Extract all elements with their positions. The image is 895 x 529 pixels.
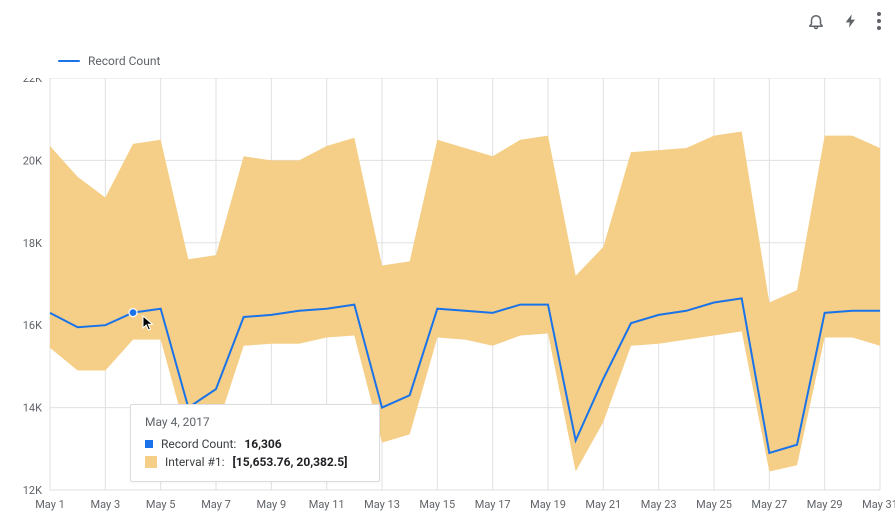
interval-marker-icon — [145, 456, 157, 468]
tooltip-date: May 4, 2017 — [145, 415, 365, 429]
record-count-marker-icon — [145, 440, 153, 448]
legend-label: Record Count — [88, 54, 160, 68]
svg-text:18K: 18K — [23, 237, 42, 250]
svg-text:May 31: May 31 — [862, 498, 895, 511]
more-icon[interactable] — [877, 12, 881, 30]
svg-text:May 25: May 25 — [696, 498, 732, 511]
svg-text:May 23: May 23 — [641, 498, 677, 511]
svg-text:16K: 16K — [23, 319, 42, 332]
svg-text:May 5: May 5 — [146, 498, 176, 511]
tooltip-record-label: Record Count: — [161, 437, 236, 451]
tooltip-interval-value: [15,653.76, 20,382.5] — [233, 455, 348, 469]
tooltip-interval-label: Interval #1: — [165, 455, 225, 469]
svg-text:May 11: May 11 — [309, 498, 345, 511]
tooltip-record-value: 16,306 — [244, 437, 281, 451]
svg-text:May 19: May 19 — [530, 498, 566, 511]
svg-text:20K: 20K — [23, 154, 42, 167]
svg-text:May 13: May 13 — [364, 498, 400, 511]
svg-text:May 21: May 21 — [585, 498, 621, 511]
svg-text:May 27: May 27 — [751, 498, 787, 511]
svg-text:May 1: May 1 — [35, 498, 65, 511]
svg-text:12K: 12K — [23, 484, 42, 497]
svg-text:14K: 14K — [23, 402, 42, 415]
svg-text:May 15: May 15 — [419, 498, 455, 511]
chart-toolbar — [807, 12, 881, 30]
bell-icon[interactable] — [807, 12, 825, 30]
legend-swatch — [58, 60, 80, 62]
svg-text:22K: 22K — [23, 78, 42, 85]
chart-tooltip: May 4, 2017 Record Count: 16,306 Interva… — [130, 404, 380, 482]
svg-text:May 3: May 3 — [91, 498, 121, 511]
svg-text:May 29: May 29 — [807, 498, 843, 511]
svg-text:May 9: May 9 — [257, 498, 287, 511]
chart-legend: Record Count — [58, 54, 160, 68]
bolt-icon[interactable] — [843, 12, 859, 30]
svg-text:May 7: May 7 — [201, 498, 231, 511]
svg-text:May 17: May 17 — [475, 498, 511, 511]
